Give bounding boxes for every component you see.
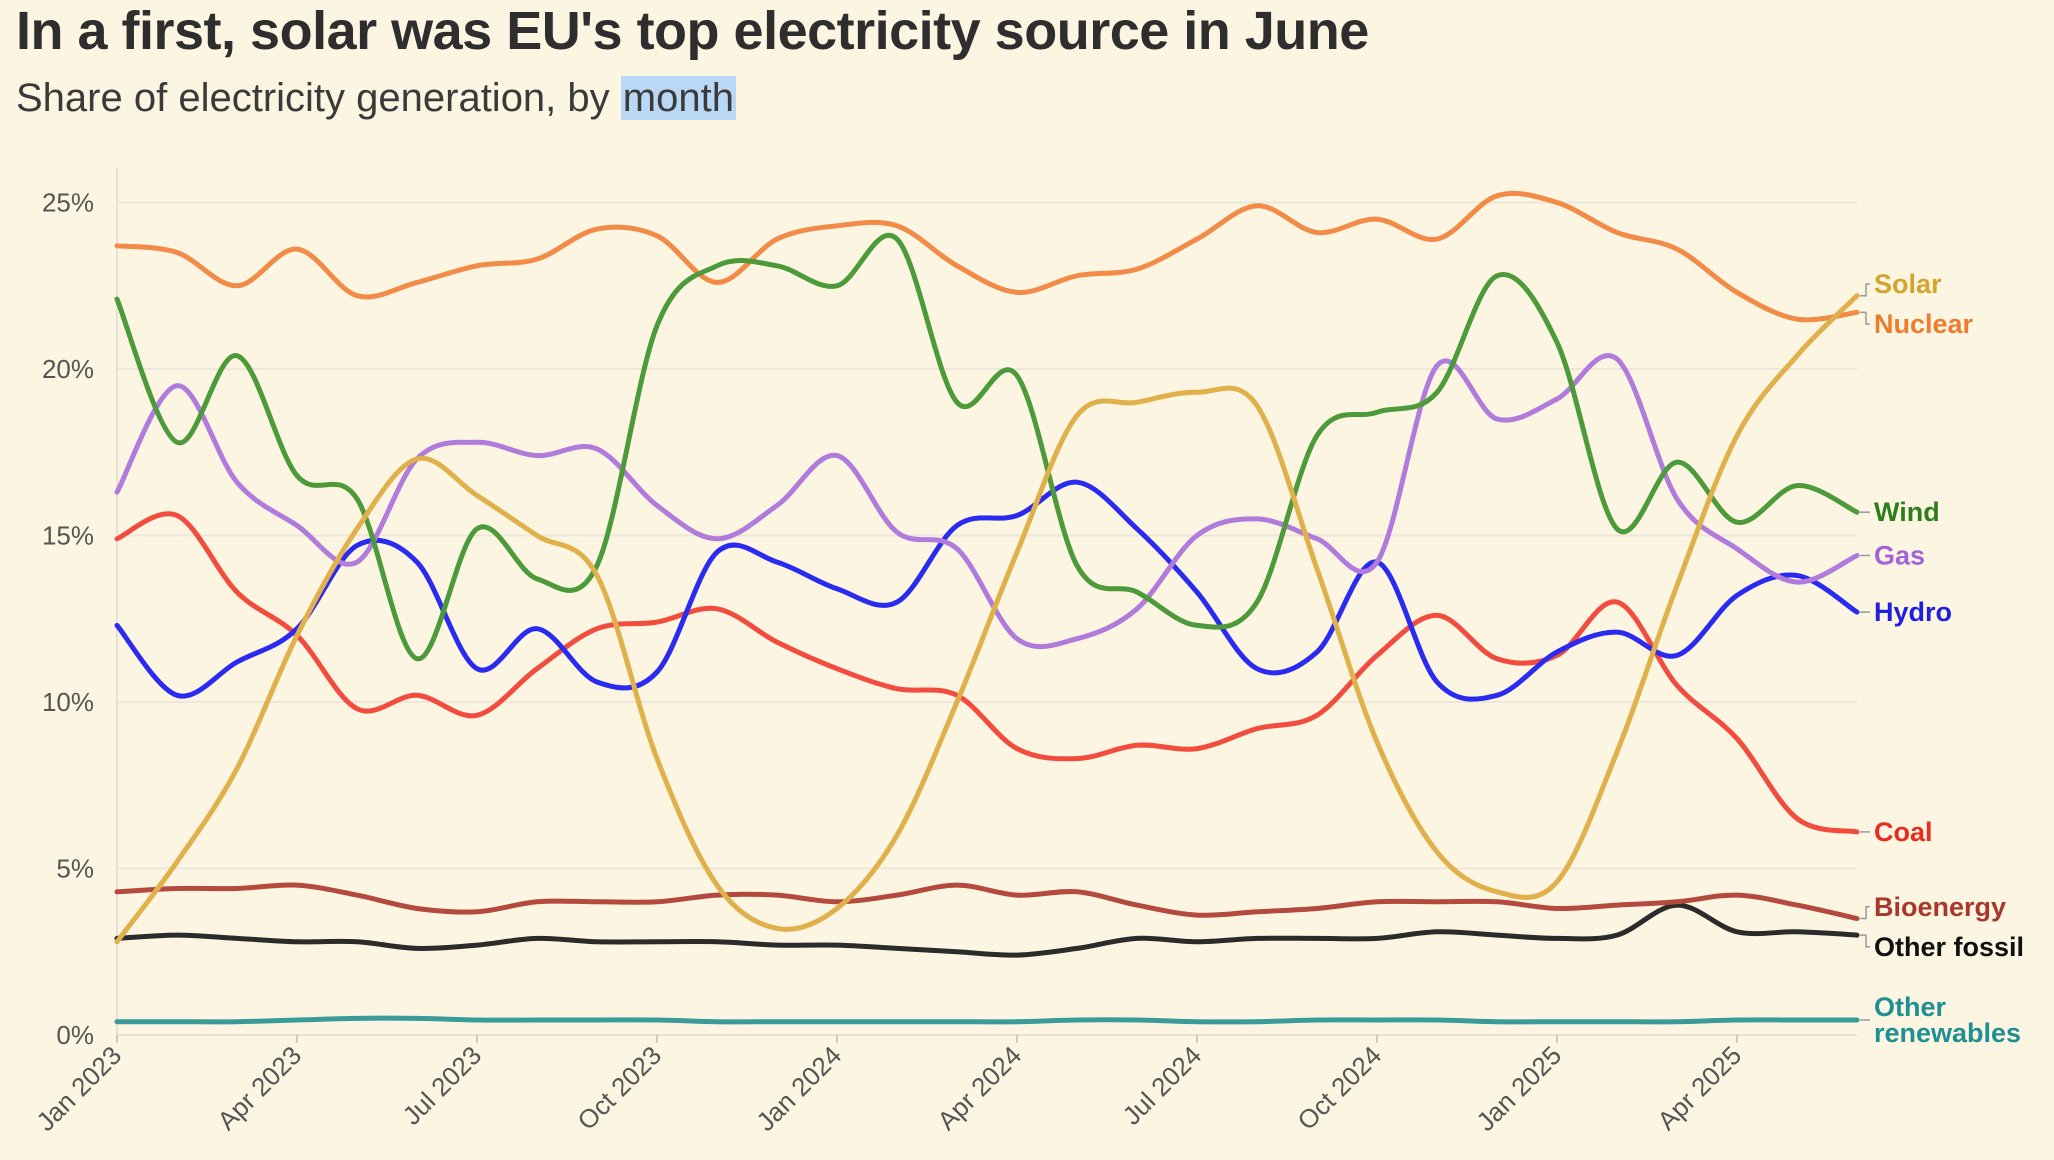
y-tick-label: 5% — [56, 854, 94, 884]
x-tick-label: Apr 2023 — [211, 1040, 307, 1136]
series-label-bioenergy: Bioenergy — [1874, 892, 2006, 922]
series-line-bioenergy — [114, 882, 1860, 921]
x-tick-label: Jul 2024 — [1117, 1040, 1208, 1131]
series-label-other-fossil: Other fossil — [1874, 932, 2024, 962]
x-tick-label: Apr 2024 — [931, 1040, 1027, 1136]
chart-subtitle: Share of electricity generation, by mont… — [16, 76, 736, 121]
x-tick-label: Jul 2023 — [397, 1040, 488, 1131]
series-line-gas — [114, 353, 1860, 650]
series-line-other-renewables — [114, 1015, 1860, 1025]
x-tick-label: Jan 2023 — [30, 1040, 127, 1137]
label-connector-solar — [1860, 283, 1870, 297]
label-connector-bioenergy — [1860, 906, 1870, 920]
label-connector-nuclear — [1860, 311, 1870, 325]
subtitle-text: Share of electricity generation, by — [16, 76, 621, 120]
series-line-hydro — [114, 479, 1860, 702]
y-axis: 0% 5% 10% 15% 20% 25% — [42, 188, 94, 1051]
series-label-other-renewables: Other — [1874, 992, 1947, 1022]
label-connector-other-fossil — [1860, 934, 1870, 948]
series-line-coal — [114, 511, 1860, 835]
series-label-nuclear: Nuclear — [1874, 309, 1974, 339]
series-line-other-fossil — [114, 902, 1860, 958]
x-tick-label: Jan 2024 — [750, 1040, 847, 1137]
y-tick-label: 15% — [42, 521, 94, 551]
series-label-other-renewables: renewables — [1874, 1018, 2021, 1048]
y-tick-label: 25% — [42, 188, 94, 218]
series-line-solar — [114, 293, 1860, 945]
series-label-gas: Gas — [1874, 540, 1925, 570]
series-label-solar: Solar — [1874, 269, 1942, 299]
x-tick-label: Oct 2024 — [1291, 1040, 1387, 1136]
x-axis: Jan 2023 Apr 2023 Jul 2023 Oct 2023 Jan 2024… — [30, 1035, 1747, 1137]
series-labels: Solar Nuclear Wind Gas Hydro Coal Bioenergy Oth… — [1860, 269, 2024, 1048]
series-line-wind — [114, 233, 1860, 662]
chart-title: In a first, solar was EU's top electrici… — [16, 1, 1369, 61]
subtitle-highlight: month — [620, 76, 736, 120]
y-tick-label: 10% — [42, 687, 94, 717]
x-tick-label: Jan 2025 — [1470, 1040, 1567, 1137]
y-tick-label: 0% — [56, 1020, 94, 1050]
x-tick-label: Apr 2025 — [1651, 1040, 1747, 1136]
series-label-hydro: Hydro — [1874, 597, 1952, 627]
y-tick-label: 20% — [42, 354, 94, 384]
series-lines — [114, 190, 1860, 1025]
series-label-wind: Wind — [1874, 497, 1940, 527]
series-line-nuclear — [114, 190, 1860, 323]
series-label-coal: Coal — [1874, 817, 1933, 847]
x-tick-label: Oct 2023 — [571, 1040, 667, 1136]
